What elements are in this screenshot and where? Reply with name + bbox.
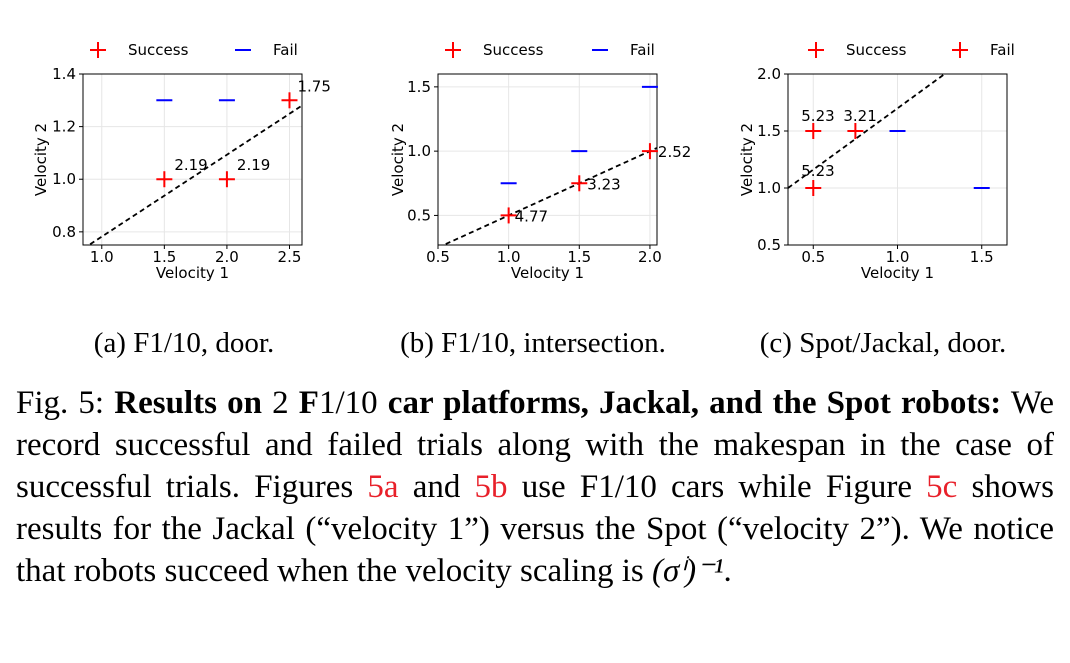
caption-text-3: use F1/10 cars while Figure — [507, 469, 927, 505]
reference-line — [788, 74, 946, 189]
legend-entry: Success — [808, 41, 907, 59]
x-tick-label: 2.5 — [278, 248, 302, 266]
reference-line — [441, 147, 657, 245]
legend-label: Success — [846, 41, 907, 59]
plot-frame — [82, 73, 303, 246]
caption-text-5: . — [723, 553, 732, 589]
x-tick-label: 1.0 — [497, 248, 521, 266]
figure-ref-5b[interactable]: 5b — [474, 469, 508, 505]
y-axis-title: Velocity 2 — [32, 123, 50, 196]
success-point — [805, 123, 822, 139]
reference-line — [87, 104, 302, 245]
chart-panel-a: 1.0 1.5 2.0 2.5 0.8 1.0 1.2 1.4 2.19 2.19 1.75 Succ… — [32, 41, 331, 359]
y-tick-label: 1.0 — [407, 142, 431, 160]
legend-entry: Success — [90, 41, 189, 59]
y-tick-label: 1.2 — [52, 118, 76, 136]
legend-label: Fail — [273, 41, 298, 59]
x-axis-title: Velocity 1 — [511, 264, 584, 282]
subcaption-a: (a) F1/10, door. — [94, 327, 274, 359]
success-point — [805, 180, 822, 196]
caption-bold-number: 2 — [272, 385, 289, 421]
success-point — [641, 143, 658, 160]
success-point — [156, 171, 173, 188]
legend-label: Fail — [630, 41, 655, 59]
caption-bold-part-2: F — [288, 385, 319, 421]
y-tick-label: 1.4 — [52, 65, 76, 83]
x-tick-label: 1.0 — [886, 248, 910, 266]
caption-bold-part-1: Results on — [114, 385, 273, 421]
legend-entry: Fail — [235, 41, 298, 59]
legend-label: Success — [483, 41, 544, 59]
x-tick-label: 2.0 — [215, 248, 239, 266]
figure-ref-5a[interactable]: 5a — [367, 469, 399, 505]
legend-entry: Fail — [952, 41, 1015, 59]
y-tick-label: 1.5 — [407, 78, 431, 96]
success-point — [847, 123, 864, 139]
x-tick-label: 1.5 — [152, 248, 176, 266]
x-tick-label: 2.0 — [638, 248, 662, 266]
x-tick-label: 1.5 — [567, 248, 591, 266]
chart-panel-b: 0.5 1.0 1.5 2.0 0.5 1.0 1.5 4.77 3.23 2.52 Success… — [389, 41, 691, 359]
figure-caption: Fig. 5: Results on 2 F1/10 car platforms… — [16, 382, 1054, 592]
y-tick-label: 1.0 — [757, 179, 781, 197]
plot-frame — [787, 73, 1008, 246]
legend-entry: Success — [445, 41, 544, 59]
legend-label: Fail — [990, 41, 1015, 59]
caption-fraction: 1/10 — [318, 385, 378, 421]
success-point — [500, 207, 517, 224]
makespan-label: 1.75 — [297, 77, 330, 95]
success-point — [281, 92, 298, 109]
x-tick-label: 0.5 — [801, 248, 825, 266]
y-tick-label: 0.5 — [757, 236, 781, 254]
makespan-label: 5.23 — [801, 107, 834, 125]
makespan-label: 4.77 — [515, 207, 548, 225]
x-tick-label: 1.5 — [970, 248, 994, 266]
legend-label: Success — [128, 41, 189, 59]
caption-math: (σⁱ)⁻¹ — [652, 553, 724, 589]
x-tick-label: 0.5 — [426, 248, 450, 266]
makespan-label: 5.23 — [801, 162, 834, 180]
y-axis-title: Velocity 2 — [738, 123, 756, 196]
success-point — [218, 171, 235, 188]
success-point — [571, 175, 588, 192]
subcaption-c: (c) Spot/Jackal, door. — [760, 327, 1006, 359]
caption-text-4: shows results for the Jackal (“velocity … — [16, 469, 1054, 589]
caption-prefix: Fig. 5: — [16, 385, 115, 421]
caption-text-1: We record successful and failed trials a… — [16, 385, 1054, 505]
y-tick-label: 2.0 — [757, 65, 781, 83]
legend-entry: Fail — [592, 41, 655, 59]
figure: 1.0 1.5 2.0 2.5 0.8 1.0 1.2 1.4 2.19 2.19 1.75 Succ… — [32, 41, 1015, 359]
y-axis-title: Velocity 2 — [389, 123, 407, 196]
makespan-label: 2.52 — [658, 143, 691, 161]
x-tick-label: 1.0 — [90, 248, 114, 266]
makespan-label: 3.23 — [587, 175, 620, 193]
x-axis-title: Velocity 1 — [861, 264, 934, 282]
x-axis-title: Velocity 1 — [156, 264, 229, 282]
makespan-label: 2.19 — [237, 156, 270, 174]
caption-text-2: and — [398, 469, 475, 505]
y-tick-label: 0.5 — [407, 206, 431, 224]
makespan-label: 3.21 — [843, 107, 876, 125]
figure-ref-5c[interactable]: 5c — [926, 469, 958, 505]
plot-frame — [437, 73, 658, 246]
makespan-label: 2.19 — [174, 156, 207, 174]
subcaption-b: (b) F1/10, intersection. — [400, 327, 666, 359]
caption-bold-part-3: car platforms, Jackal, and the Spot robo… — [377, 385, 1002, 421]
y-tick-label: 1.5 — [757, 122, 781, 140]
y-tick-label: 1.0 — [52, 170, 76, 188]
y-tick-label: 0.8 — [52, 223, 76, 241]
chart-panel-c: 0.5 1.0 1.5 0.5 1.0 1.5 2.0 5.23 5.23 3.21 Success… — [738, 41, 1015, 359]
